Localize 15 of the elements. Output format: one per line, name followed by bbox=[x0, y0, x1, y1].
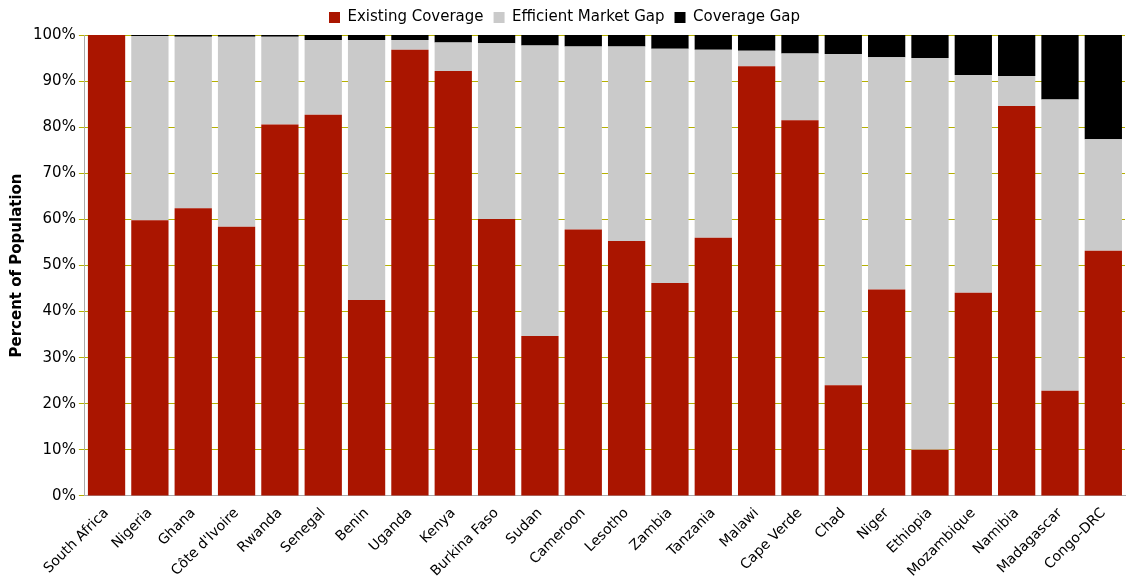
y-tick-label: 40% bbox=[42, 301, 76, 320]
y-tick-label: 90% bbox=[42, 70, 76, 89]
y-tick-label: 80% bbox=[42, 117, 76, 136]
legend-label: Coverage Gap bbox=[693, 7, 800, 26]
y-tick-label: 20% bbox=[42, 393, 76, 412]
y-tick-label: 50% bbox=[42, 255, 76, 274]
y-tick-label: 70% bbox=[42, 163, 76, 182]
legend-label: Existing Coverage bbox=[347, 7, 484, 26]
y-axis-title: Percent of Population bbox=[6, 173, 25, 358]
y-tick-label: 0% bbox=[52, 485, 76, 504]
y-tick-label: 10% bbox=[42, 439, 76, 458]
y-tick-label: 30% bbox=[42, 347, 76, 366]
y-tick-label: 60% bbox=[42, 209, 76, 228]
legend-label: Efficient Market Gap bbox=[512, 7, 665, 26]
y-tick-label: 100% bbox=[32, 24, 76, 43]
